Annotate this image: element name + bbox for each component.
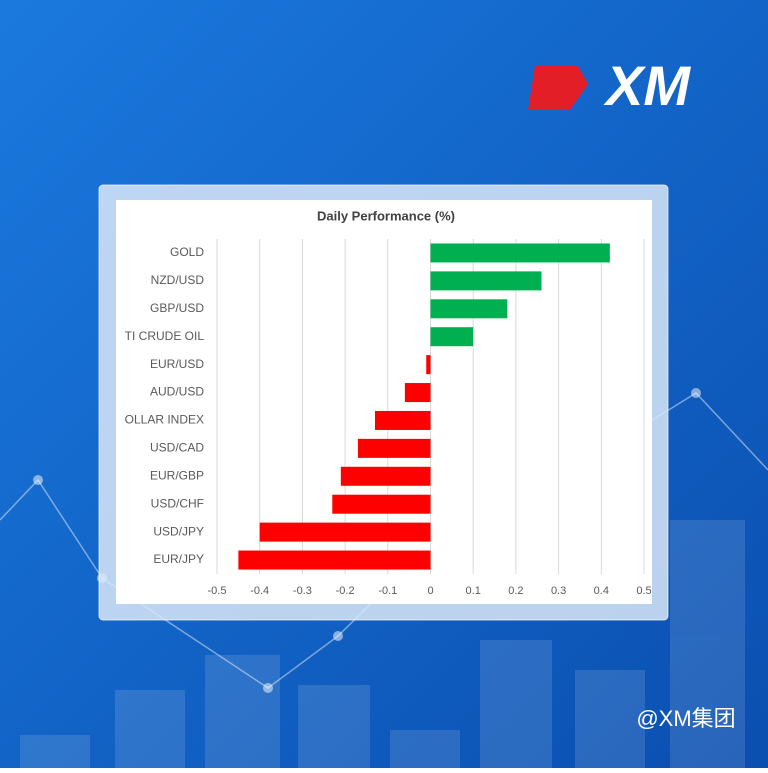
x-tick-label: 0 [427, 585, 433, 597]
logo: XM [603, 54, 691, 117]
bar [430, 271, 542, 291]
x-tick-label: 0.2 [508, 585, 523, 597]
decor-bars [20, 520, 745, 768]
bar [430, 243, 610, 263]
bar [404, 383, 431, 403]
x-tick-label: 0.3 [551, 585, 566, 597]
y-tick-label: OLLAR INDEX [125, 413, 204, 427]
bar [430, 299, 508, 319]
bar [426, 355, 431, 375]
y-tick-label: GOLD [170, 245, 204, 259]
y-tick-label: EUR/USD [150, 357, 204, 371]
x-tick-label: -0.2 [336, 585, 355, 597]
y-tick-label: USD/JPY [153, 524, 204, 538]
y-tick-label: USD/CAD [150, 441, 204, 455]
y-tick-label: EUR/JPY [153, 552, 204, 566]
x-tick-label: 0.4 [594, 585, 609, 597]
bar [259, 522, 431, 542]
y-tick-label: AUD/USD [150, 385, 204, 399]
bar [332, 494, 431, 514]
watermark: @XM集团 [636, 706, 735, 731]
bar [430, 327, 474, 347]
bar [374, 410, 431, 430]
x-tick-label: -0.3 [293, 585, 312, 597]
plot: -0.5 -0.4 -0.3 -0.2 -0.1 0 0.1 0.2 0.3 0.4 0.5 GOLD… [125, 239, 652, 597]
y-tick-label: USD/CHF [151, 496, 204, 510]
y-tick-label: EUR/GBP [150, 468, 204, 482]
x-tick-label: -0.1 [378, 585, 397, 597]
y-tick-label: TI CRUDE OIL [125, 329, 205, 343]
logo-mark [528, 66, 588, 110]
chart-title: Daily Performance (%) [317, 208, 455, 223]
x-tick-label: -0.5 [208, 585, 227, 597]
bar [357, 438, 431, 458]
bar [340, 466, 431, 486]
bar [238, 550, 431, 570]
y-tick-label: GBP/USD [150, 301, 204, 315]
x-tick-label: 0.5 [636, 585, 651, 597]
x-tick-label: 0.1 [466, 585, 481, 597]
y-tick-label: NZD/USD [151, 273, 205, 287]
x-tick-label: -0.4 [250, 585, 269, 597]
